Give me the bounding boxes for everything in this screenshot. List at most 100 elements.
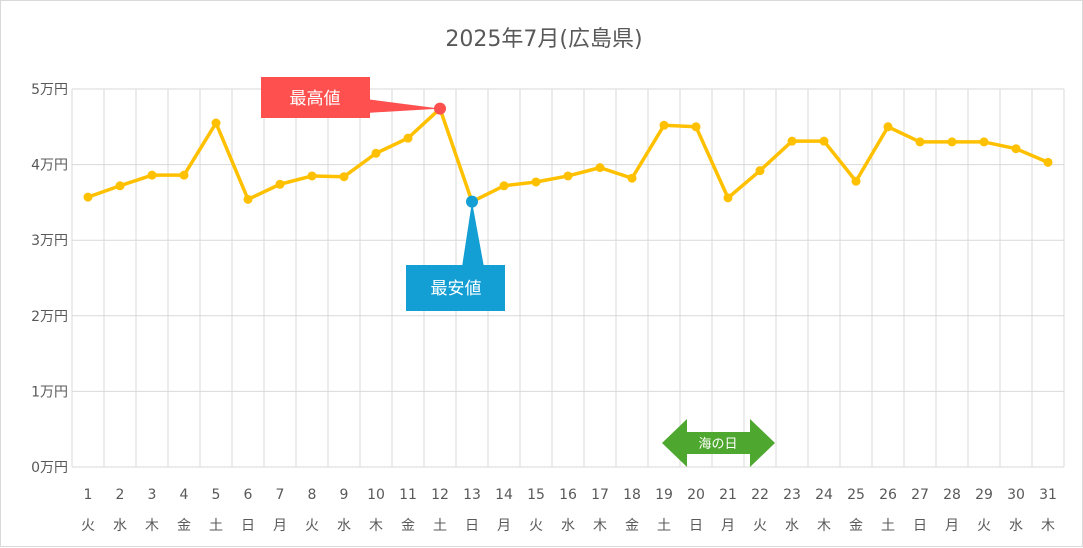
data-point [595,163,605,173]
x-tick-label: 17 [591,487,609,503]
data-point [755,166,765,176]
data-point [723,193,733,203]
x-weekday-label: 水 [785,518,799,534]
x-weekday-label: 木 [817,518,831,534]
low-price-callout [406,265,505,311]
x-tick-label: 7 [276,487,285,503]
high-price-callout [261,77,370,118]
x-weekday-label: 水 [113,518,127,534]
x-tick-label: 13 [463,487,481,503]
holiday-label: 海の日 [698,437,737,452]
data-point [403,133,413,143]
data-point [307,171,317,181]
x-tick-label: 6 [244,487,253,503]
x-weekday-label: 月 [945,518,959,534]
data-point [915,137,925,147]
low-price-label: 最安値 [431,279,482,299]
data-point [883,122,893,132]
x-weekday-label: 土 [881,518,895,534]
x-weekday-label: 木 [1041,518,1055,534]
x-tick-label: 1 [84,487,93,503]
x-tick-label: 20 [687,487,705,503]
data-point [179,170,189,180]
x-weekday-label: 土 [657,518,671,534]
high-price-point [434,102,446,115]
data-point [371,148,381,158]
x-tick-label: 10 [367,487,385,503]
x-tick-label: 28 [943,487,961,503]
holiday-arrow [662,419,775,467]
x-tick-label: 18 [623,487,641,503]
data-point [115,181,125,191]
x-weekday-label: 土 [209,518,223,534]
x-weekday-label: 木 [593,518,607,534]
x-weekday-label: 月 [497,518,511,534]
data-point [499,181,509,191]
data-point [339,172,349,182]
y-tick-label: 1万円 [31,384,68,400]
x-weekday-label: 日 [241,518,255,534]
x-tick-label: 19 [655,487,673,503]
x-weekday-label: 日 [689,518,703,534]
data-point [691,122,701,132]
x-weekday-label: 火 [977,518,991,534]
x-tick-label: 30 [1007,487,1025,503]
x-weekday-label: 水 [561,518,575,534]
x-weekday-label: 月 [721,518,735,534]
x-weekday-label: 水 [1009,518,1023,534]
x-tick-label: 5 [212,487,221,503]
y-tick-label: 3万円 [31,233,68,249]
x-tick-label: 24 [815,487,833,503]
low-price-point [466,195,478,208]
x-weekday-label: 水 [337,518,351,534]
x-weekday-label: 日 [465,518,479,534]
data-point [563,171,573,181]
x-weekday-label: 木 [145,518,159,534]
data-point [627,173,637,183]
x-weekday-label: 金 [625,518,639,534]
x-tick-label: 15 [527,487,545,503]
x-tick-label: 11 [399,487,417,503]
x-weekday-label: 火 [81,518,95,534]
data-point [819,136,829,146]
x-weekday-label: 金 [849,518,863,534]
x-weekday-label: 木 [369,518,383,534]
data-point [851,176,861,186]
y-tick-label: 4万円 [31,158,68,174]
x-weekday-label: 土 [433,518,447,534]
data-point [1011,144,1021,154]
x-weekday-label: 月 [273,518,287,534]
high-price-label: 最高値 [290,89,341,109]
x-tick-label: 3 [148,487,157,503]
y-tick-label: 0万円 [31,460,68,476]
x-tick-label: 21 [719,487,737,503]
data-point [243,194,253,204]
data-point [659,120,669,130]
x-weekday-label: 金 [177,518,191,534]
x-tick-label: 31 [1039,487,1057,503]
x-weekday-label: 火 [305,518,319,534]
chart-title: 2025年7月(広島県) [445,27,642,52]
data-point [531,177,541,187]
data-point [275,179,285,189]
x-weekday-label: 日 [913,518,927,534]
x-weekday-label: 金 [401,518,415,534]
data-point [979,137,989,147]
x-tick-label: 27 [911,487,929,503]
x-tick-label: 2 [116,487,125,503]
data-point [83,192,93,202]
x-tick-label: 9 [340,487,349,503]
callout-pointer [462,201,484,267]
x-tick-label: 14 [495,487,513,503]
x-tick-label: 26 [879,487,897,503]
x-tick-label: 16 [559,487,577,503]
data-point [211,118,221,128]
y-tick-label: 5万円 [31,82,68,98]
data-point [787,136,797,146]
data-point [147,170,157,180]
x-tick-label: 22 [751,487,769,503]
x-tick-label: 25 [847,487,865,503]
x-tick-label: 8 [308,487,317,503]
